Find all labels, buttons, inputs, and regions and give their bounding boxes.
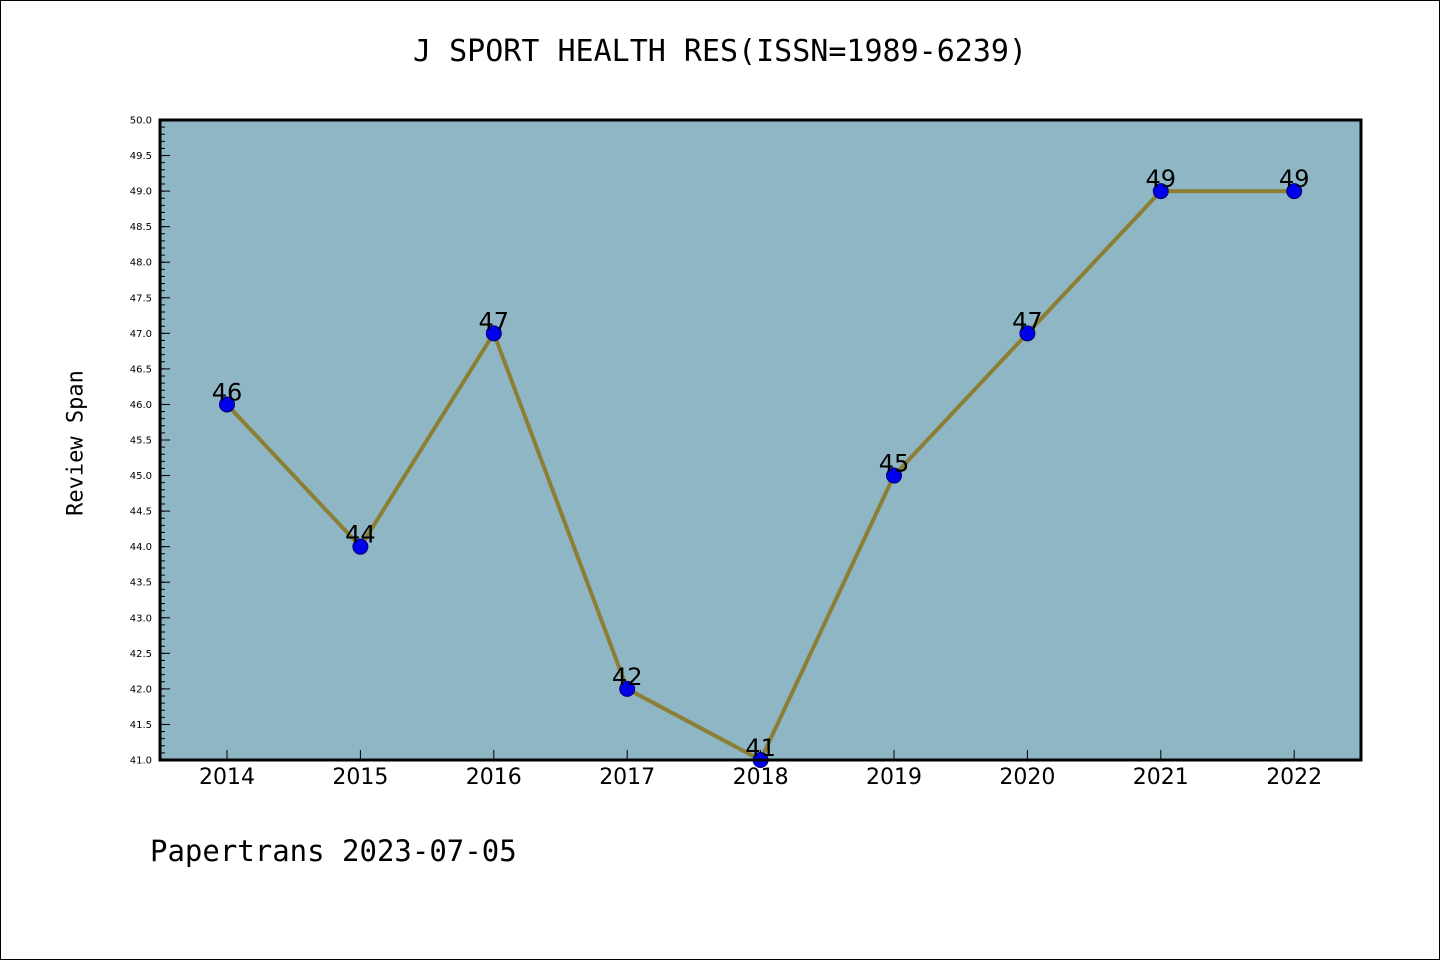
- data-label: 42: [612, 663, 643, 691]
- y-tick-label: 49.5: [130, 151, 152, 162]
- x-tick-label: 2015: [332, 765, 388, 790]
- x-axis-ticks: 2014 2015 2016 2017 2018 2019 2020 2021 2022: [199, 750, 1322, 790]
- y-tick-label: 42.5: [130, 649, 152, 660]
- x-tick-label: 2022: [1266, 765, 1322, 790]
- data-label: 41: [745, 734, 776, 762]
- footer-note: Papertrans 2023-07-05: [150, 834, 517, 868]
- y-tick-label: 48.5: [130, 222, 152, 233]
- y-tick-label: 45.5: [130, 436, 152, 447]
- data-point: [485, 325, 502, 342]
- plot-area: [160, 120, 1361, 760]
- data-label: 47: [1012, 307, 1043, 335]
- y-tick-label: 41.5: [130, 720, 152, 731]
- data-point: [886, 467, 902, 484]
- markers-group: [219, 183, 1303, 768]
- data-label: 46: [212, 378, 243, 406]
- y-tick-label: 48.0: [130, 258, 152, 269]
- chart-title: J SPORT HEALTH RES(ISSN=1989-6239): [412, 34, 1028, 69]
- x-tick-label: 2021: [1133, 765, 1189, 790]
- x-tick-label: 2018: [733, 765, 789, 790]
- data-label: 44: [345, 521, 376, 549]
- y-tick-label: 50.0: [130, 116, 152, 127]
- plot-border: [158, 118, 1363, 762]
- y-tick-label: 43.0: [130, 613, 152, 624]
- x-tick-label: 2014: [199, 765, 255, 790]
- data-point: [1019, 325, 1036, 342]
- y-tick-label: 45.0: [130, 471, 152, 482]
- x-tick-label: 2017: [599, 765, 655, 790]
- data-label: 47: [479, 307, 510, 335]
- data-point: [1286, 183, 1303, 200]
- y-tick-label: 49.0: [130, 187, 152, 198]
- data-point: [619, 680, 636, 697]
- data-point: [1152, 183, 1169, 200]
- data-label: 49: [1279, 165, 1310, 193]
- data-label: 49: [1146, 165, 1177, 193]
- x-tick-label: 2016: [466, 765, 522, 790]
- y-tick-label: 41.0: [130, 756, 152, 767]
- x-tick-label: 2019: [866, 765, 922, 790]
- data-label: 45: [879, 450, 910, 478]
- x-tick-label: 2020: [999, 765, 1055, 790]
- y-tick-label: 42.0: [130, 684, 152, 695]
- y-tick-label: 47.0: [130, 329, 152, 340]
- y-tick-label: 43.5: [130, 578, 152, 589]
- y-tick-label: 46.5: [130, 364, 152, 375]
- y-tick-label: 46.0: [130, 400, 152, 411]
- data-labels-group: 46 44 47 42 41 45 47 49 49: [212, 165, 1310, 762]
- y-tick-label: 44.5: [130, 507, 152, 518]
- y-tick-label: 47.5: [130, 293, 152, 304]
- data-point: [352, 538, 369, 555]
- data-point: [219, 396, 235, 413]
- y-tick-label: 44.0: [130, 542, 152, 553]
